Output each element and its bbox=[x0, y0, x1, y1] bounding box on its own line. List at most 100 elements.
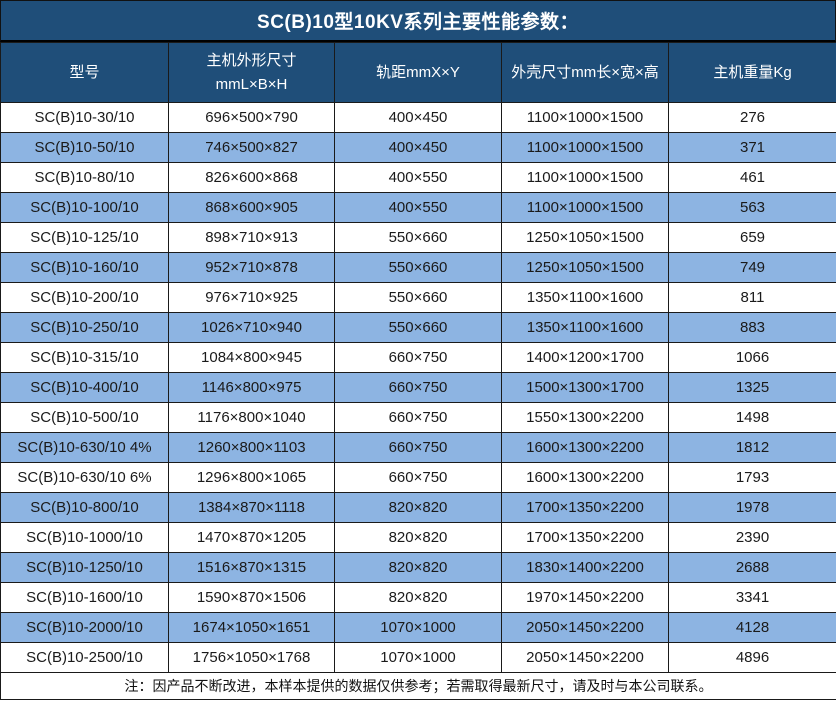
table-cell: 952×710×878 bbox=[169, 253, 335, 283]
table-cell: 749 bbox=[669, 253, 836, 283]
table-cell: SC(B)10-250/10 bbox=[1, 313, 169, 343]
table-cell: 826×600×868 bbox=[169, 163, 335, 193]
table-cell: 1498 bbox=[669, 403, 836, 433]
table-cell: 1176×800×1040 bbox=[169, 403, 335, 433]
spec-table: 型号 主机外形尺寸 mmL×B×H 轨距mmX×Y 外壳尺寸mm长×宽×高 主机… bbox=[0, 42, 836, 700]
table-cell: 1260×800×1103 bbox=[169, 433, 335, 463]
table-cell: 2688 bbox=[669, 553, 836, 583]
table-row: SC(B)10-160/10952×710×878550×6601250×105… bbox=[1, 253, 836, 283]
table-cell: 1978 bbox=[669, 493, 836, 523]
header-row: 型号 主机外形尺寸 mmL×B×H 轨距mmX×Y 外壳尺寸mm长×宽×高 主机… bbox=[1, 43, 836, 103]
col-header-rail-gauge: 轨距mmX×Y bbox=[335, 43, 502, 103]
table-cell: 1700×1350×2200 bbox=[502, 523, 669, 553]
table-cell: 1400×1200×1700 bbox=[502, 343, 669, 373]
page-title: SC(B)10型10KV系列主要性能参数： bbox=[0, 0, 836, 42]
table-cell: 659 bbox=[669, 223, 836, 253]
table-cell: 660×750 bbox=[335, 433, 502, 463]
table-cell: 696×500×790 bbox=[169, 103, 335, 133]
table-cell: 1516×870×1315 bbox=[169, 553, 335, 583]
table-cell: SC(B)10-100/10 bbox=[1, 193, 169, 223]
table-row: SC(B)10-2000/101674×1050×16511070×100020… bbox=[1, 613, 836, 643]
table-row: SC(B)10-2500/101756×1050×17681070×100020… bbox=[1, 643, 836, 673]
table-cell: 660×750 bbox=[335, 373, 502, 403]
table-cell: SC(B)10-2500/10 bbox=[1, 643, 169, 673]
col-header-label: 主机外形尺寸 bbox=[171, 49, 332, 72]
col-header-host-dimensions: 主机外形尺寸 mmL×B×H bbox=[169, 43, 335, 103]
table-cell: 820×820 bbox=[335, 493, 502, 523]
table-cell: SC(B)10-500/10 bbox=[1, 403, 169, 433]
table-row: SC(B)10-400/101146×800×975660×7501500×13… bbox=[1, 373, 836, 403]
table-cell: 400×450 bbox=[335, 133, 502, 163]
table-cell: 550×660 bbox=[335, 253, 502, 283]
table-cell: 550×660 bbox=[335, 223, 502, 253]
table-cell: SC(B)10-315/10 bbox=[1, 343, 169, 373]
table-cell: 400×450 bbox=[335, 103, 502, 133]
table-cell: 563 bbox=[669, 193, 836, 223]
table-row: SC(B)10-630/10 6%1296×800×1065660×750160… bbox=[1, 463, 836, 493]
table-cell: 2050×1450×2200 bbox=[502, 643, 669, 673]
table-cell: 883 bbox=[669, 313, 836, 343]
table-row: SC(B)10-1250/101516×870×1315820×8201830×… bbox=[1, 553, 836, 583]
table-cell: 1070×1000 bbox=[335, 613, 502, 643]
spec-sheet: SC(B)10型10KV系列主要性能参数： 型号 主机外形尺寸 mmL×B×H … bbox=[0, 0, 836, 700]
table-cell: 1600×1300×2200 bbox=[502, 433, 669, 463]
table-row: SC(B)10-50/10746×500×827400×4501100×1000… bbox=[1, 133, 836, 163]
table-cell: 1070×1000 bbox=[335, 643, 502, 673]
table-cell: 1970×1450×2200 bbox=[502, 583, 669, 613]
table-cell: SC(B)10-160/10 bbox=[1, 253, 169, 283]
table-cell: 371 bbox=[669, 133, 836, 163]
table-cell: 1674×1050×1651 bbox=[169, 613, 335, 643]
col-header-label: 主机重量Kg bbox=[671, 61, 834, 84]
note-row: 注：因产品不断改进，本样本提供的数据仅供参考；若需取得最新尺寸，请及时与本公司联… bbox=[1, 673, 836, 700]
table-cell: 976×710×925 bbox=[169, 283, 335, 313]
table-cell: 1100×1000×1500 bbox=[502, 193, 669, 223]
table-cell: 1500×1300×1700 bbox=[502, 373, 669, 403]
table-cell: SC(B)10-1250/10 bbox=[1, 553, 169, 583]
table-cell: 1470×870×1205 bbox=[169, 523, 335, 553]
table-cell: 660×750 bbox=[335, 403, 502, 433]
col-header-label: 型号 bbox=[3, 61, 166, 84]
table-cell: SC(B)10-30/10 bbox=[1, 103, 169, 133]
table-cell: SC(B)10-1600/10 bbox=[1, 583, 169, 613]
table-cell: 550×660 bbox=[335, 283, 502, 313]
col-header-enclosure-size: 外壳尺寸mm长×宽×高 bbox=[502, 43, 669, 103]
table-cell: 276 bbox=[669, 103, 836, 133]
table-cell: 4896 bbox=[669, 643, 836, 673]
table-cell: 1590×870×1506 bbox=[169, 583, 335, 613]
table-cell: 1146×800×975 bbox=[169, 373, 335, 403]
table-row: SC(B)10-30/10696×500×790400×4501100×1000… bbox=[1, 103, 836, 133]
table-cell: 811 bbox=[669, 283, 836, 313]
table-cell: 1250×1050×1500 bbox=[502, 223, 669, 253]
table-footer: 注：因产品不断改进，本样本提供的数据仅供参考；若需取得最新尺寸，请及时与本公司联… bbox=[1, 673, 836, 700]
table-row: SC(B)10-1000/101470×870×1205820×8201700×… bbox=[1, 523, 836, 553]
table-cell: 1066 bbox=[669, 343, 836, 373]
table-cell: 660×750 bbox=[335, 463, 502, 493]
table-row: SC(B)10-630/10 4%1260×800×1103660×750160… bbox=[1, 433, 836, 463]
table-cell: SC(B)10-2000/10 bbox=[1, 613, 169, 643]
table-cell: 1100×1000×1500 bbox=[502, 163, 669, 193]
table-cell: 1350×1100×1600 bbox=[502, 283, 669, 313]
col-header-model: 型号 bbox=[1, 43, 169, 103]
table-row: SC(B)10-80/10826×600×868400×5501100×1000… bbox=[1, 163, 836, 193]
table-cell: 1550×1300×2200 bbox=[502, 403, 669, 433]
col-header-label: 轨距mmX×Y bbox=[337, 61, 499, 84]
table-cell: SC(B)10-200/10 bbox=[1, 283, 169, 313]
table-cell: 660×750 bbox=[335, 343, 502, 373]
table-cell: 1084×800×945 bbox=[169, 343, 335, 373]
table-cell: 1600×1300×2200 bbox=[502, 463, 669, 493]
table-cell: SC(B)10-1000/10 bbox=[1, 523, 169, 553]
table-cell: 4128 bbox=[669, 613, 836, 643]
table-cell: 820×820 bbox=[335, 583, 502, 613]
table-cell: 1812 bbox=[669, 433, 836, 463]
table-cell: 1756×1050×1768 bbox=[169, 643, 335, 673]
col-header-host-weight: 主机重量Kg bbox=[669, 43, 836, 103]
table-cell: 400×550 bbox=[335, 193, 502, 223]
table-cell: 898×710×913 bbox=[169, 223, 335, 253]
table-cell: 2390 bbox=[669, 523, 836, 553]
table-cell: 1700×1350×2200 bbox=[502, 493, 669, 523]
table-cell: 2050×1450×2200 bbox=[502, 613, 669, 643]
table-cell: 1296×800×1065 bbox=[169, 463, 335, 493]
table-cell: 1026×710×940 bbox=[169, 313, 335, 343]
col-header-sublabel: mmL×B×H bbox=[171, 73, 332, 96]
table-cell: 1384×870×1118 bbox=[169, 493, 335, 523]
